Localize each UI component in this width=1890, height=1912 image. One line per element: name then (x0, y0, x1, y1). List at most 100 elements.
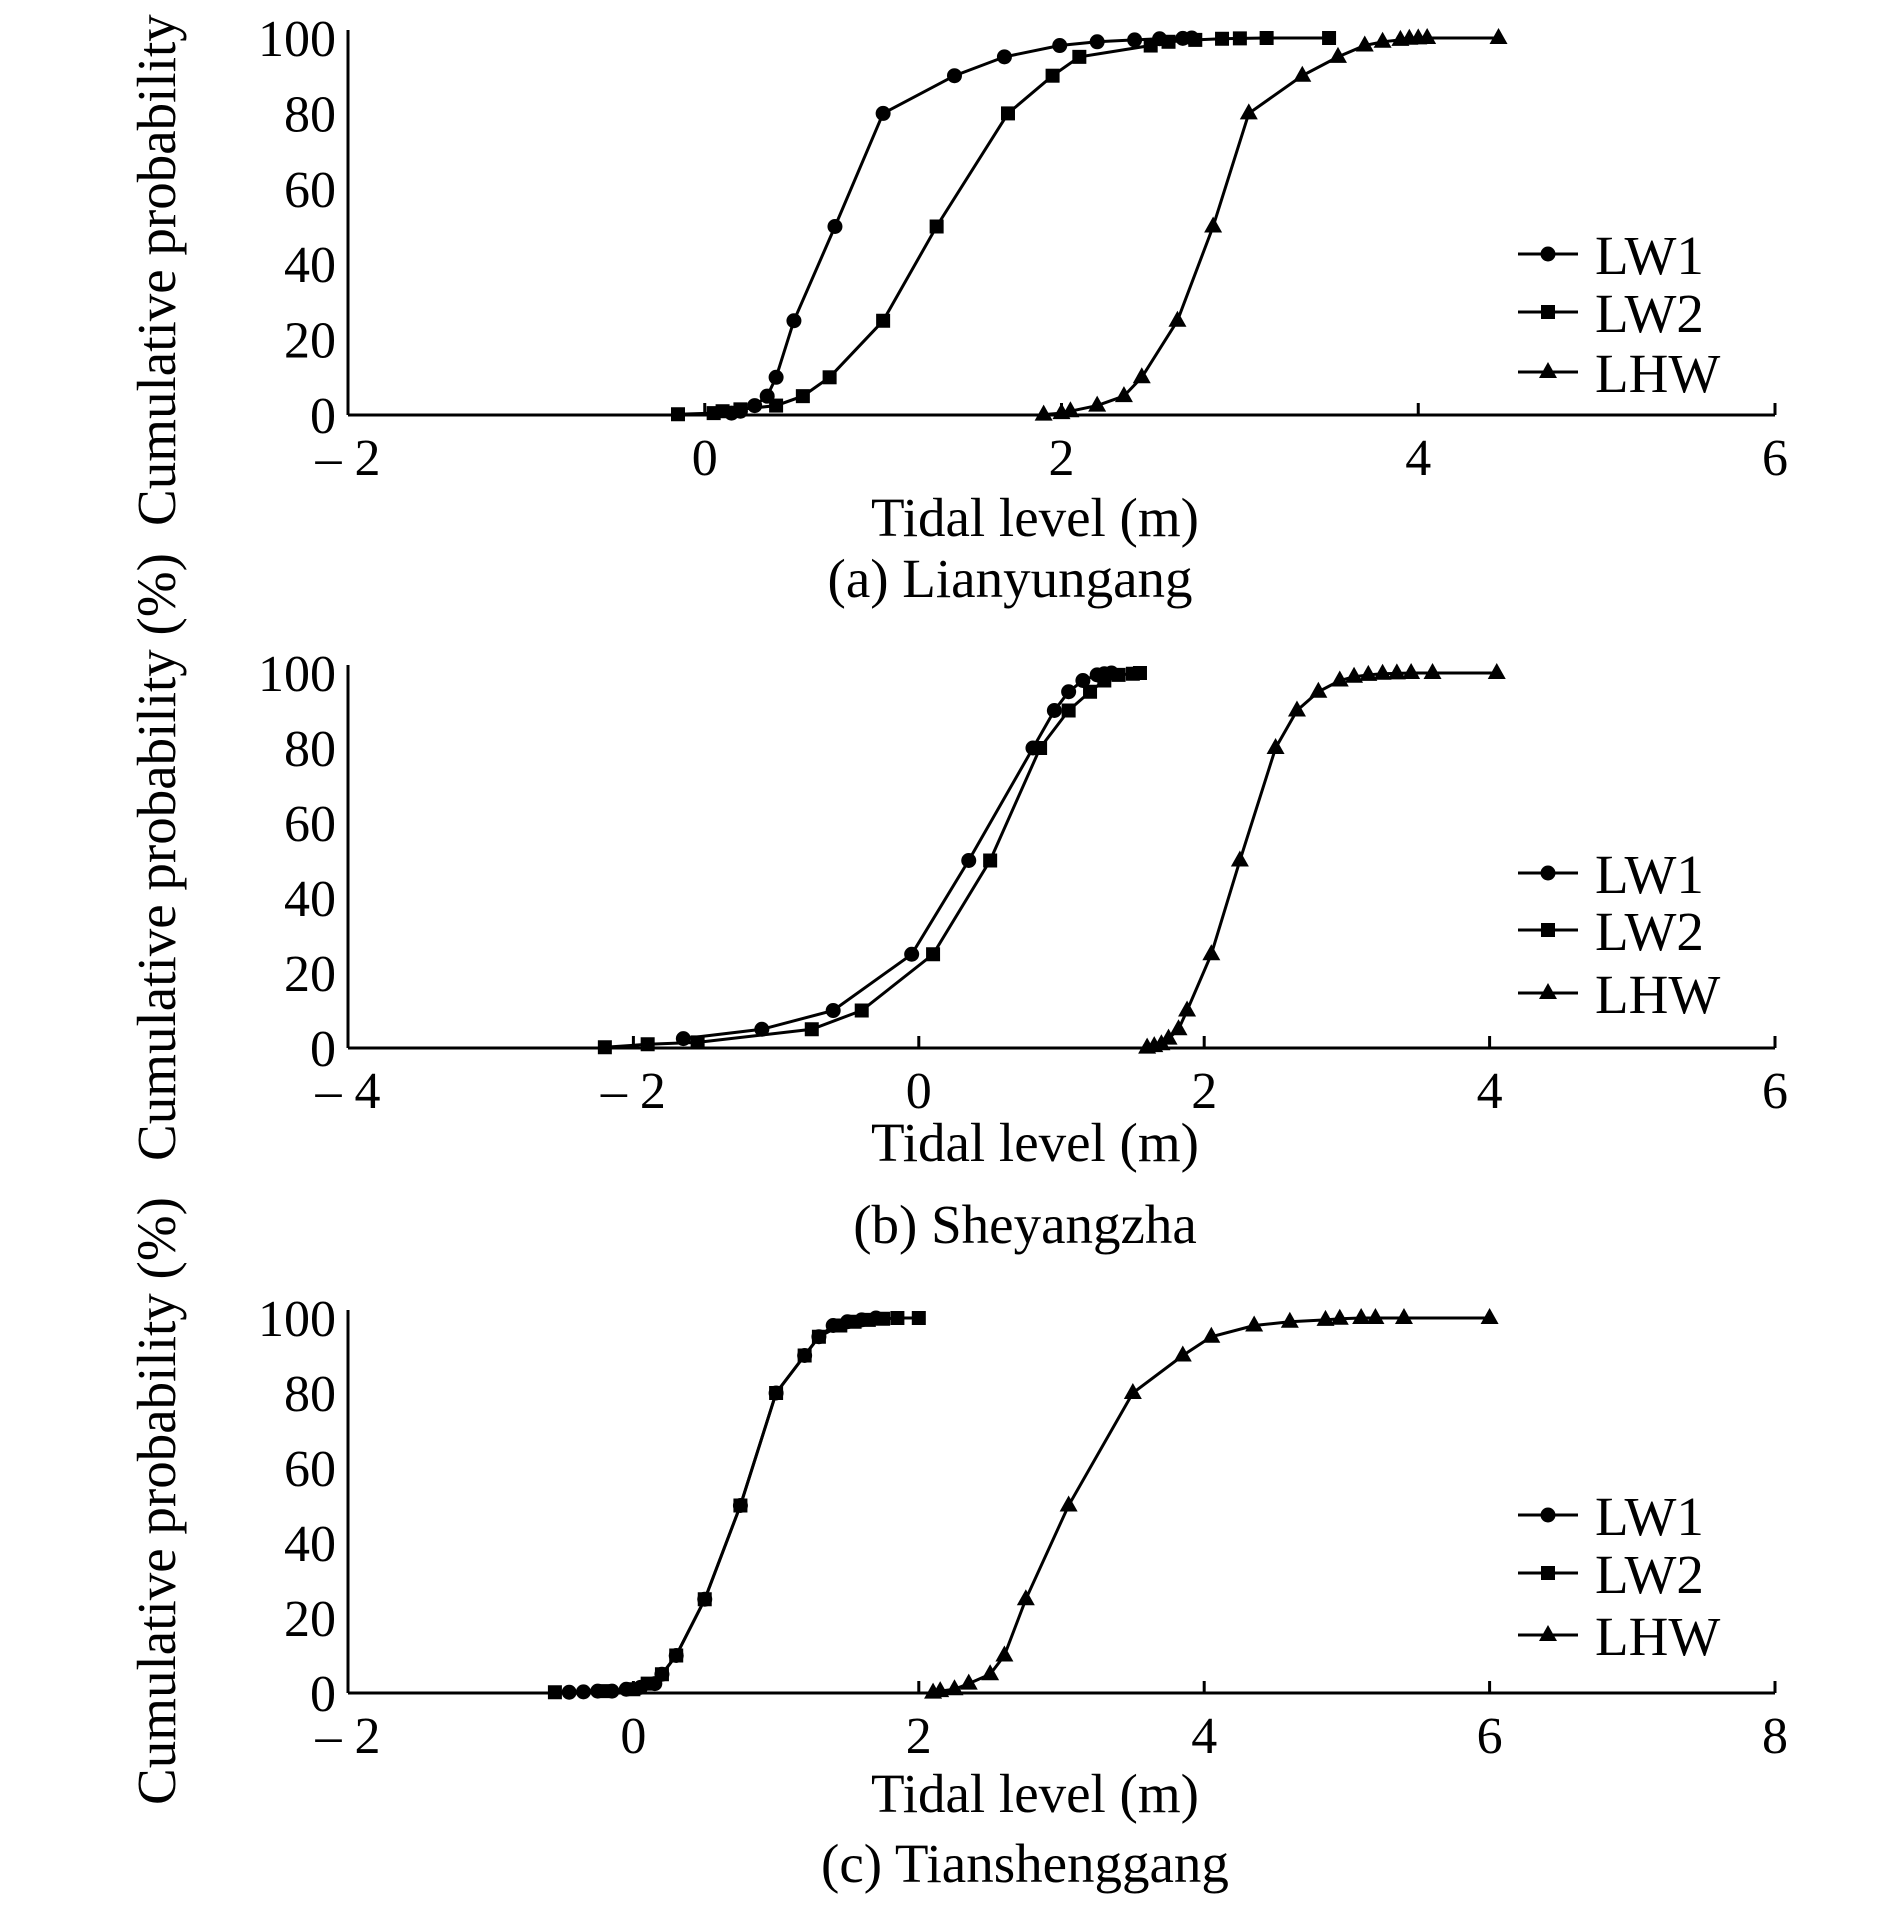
panel-a-lhw-point (1061, 401, 1080, 418)
panel-c-x-tick-label: 2 (906, 1708, 932, 1765)
panel-a-lhw-point (1328, 46, 1347, 63)
panel-a-lw2-point (1045, 68, 1060, 83)
panel-c-lhw-point (1316, 1309, 1335, 1326)
panel-a-y-tick-label: 100 (258, 11, 336, 68)
panel-c-lhw-point (945, 1679, 964, 1696)
panel-b-lw2-point (690, 1035, 705, 1050)
panel-a-series-lhw-line (1043, 36, 1499, 417)
panel-c-x-axis-title: Tidal level (m) (871, 1763, 1199, 1824)
panel-c-y-tick-label: 20 (284, 1591, 336, 1648)
legend-circle-marker (1540, 246, 1556, 262)
panel-a-lw2-point (1259, 31, 1274, 45)
legend-triangle-marker (1539, 983, 1557, 999)
panel-a-series-lw2-line (677, 36, 1330, 416)
panel-c-lhw-point (1016, 1589, 1035, 1606)
panel-a-lw1-point (747, 398, 763, 414)
panel-a-lw1-point (786, 313, 802, 329)
panel-a-caption: (a) Lianyungang (828, 548, 1193, 609)
panel-b-lw1-point (825, 1003, 841, 1018)
panel-a-x-tick-label: – 2 (315, 430, 381, 487)
panel-c-caption: (c) Tianshenggang (821, 1833, 1229, 1894)
panel-a-lhw-point (1088, 395, 1107, 412)
panel-b-legend-item-lhw: LHW (1518, 964, 1720, 1025)
panel-b-y-axis-title: Cumulative probability (%) (126, 553, 187, 1161)
panel-c-legend-item-lhw: LHW (1518, 1606, 1720, 1667)
panel-a-lw2-point (929, 219, 944, 234)
panel-c-y-tick-label: 40 (284, 1516, 336, 1573)
panel-b-series-lhw-line (1146, 671, 1497, 1050)
panel-b-lhw-point (1373, 663, 1392, 680)
panel-b-lw2-point (854, 1003, 869, 1018)
panel-b-lw2-point (1033, 741, 1048, 755)
legend-label: LW2 (1595, 283, 1704, 344)
panel-b-lw1-point (1075, 673, 1091, 688)
panel-b-x-tick-label: 6 (1762, 1063, 1788, 1120)
panel-a-x-axis-title: Tidal level (m) (871, 487, 1199, 548)
legend-label: LW1 (1595, 225, 1704, 286)
panel-a-lhw-point (1293, 65, 1312, 82)
panel-c-lhw-point (1245, 1315, 1264, 1332)
panel-a-lw1-point (946, 68, 962, 84)
panel-a-lw1-point (827, 219, 843, 234)
legend-label: LHW (1595, 1606, 1720, 1667)
panel-b-lw2-point (1111, 667, 1126, 682)
panel-b-y-tick-label: 0 (310, 1021, 336, 1078)
panel-c-series (547, 1308, 1499, 1700)
panel-c-lhw-point (1059, 1495, 1078, 1512)
panel-a-lw2-point (1322, 31, 1337, 45)
panel-c-lhw-point (1480, 1308, 1499, 1324)
panel-c-series-lhw-line (932, 1316, 1490, 1695)
panel-b-lhw-point (1345, 666, 1364, 683)
panel-c-lw2-point (733, 1498, 748, 1513)
panel-c-lhw-point (1352, 1308, 1371, 1324)
panel-b-lw2-point (1097, 673, 1112, 688)
panel-c-x-tick-label: 4 (1191, 1708, 1217, 1765)
panel-a-y-axis-title: Cumulative probability (%) (126, 0, 187, 526)
panel-a-lw2-point (795, 389, 810, 404)
panel-b-lw1-point (1061, 684, 1077, 700)
panel-b-series-lw2-line (604, 671, 1141, 1049)
panel-b-lhw-point (1402, 663, 1421, 679)
panel-b-x-tick-label: – 4 (315, 1063, 381, 1120)
panel-b-lhw-point (1202, 944, 1221, 961)
legend-label: LW2 (1595, 1544, 1704, 1605)
panel-b-legend-item-lw1: LW1 (1518, 844, 1704, 905)
panel-a-y-tick-label: 80 (284, 86, 336, 143)
panel-a-lhw-point (1239, 103, 1258, 120)
panel-c-lw2-point (697, 1592, 712, 1607)
panel-b-lhw-point (1487, 663, 1506, 679)
panel-b-y-tick-label: 100 (258, 646, 336, 703)
legend-square-marker (1541, 923, 1555, 937)
panel-b-lhw-point (1178, 1000, 1197, 1017)
panel-a-lw1-point (768, 369, 784, 385)
panel-b-lhw-point (1387, 663, 1406, 680)
panel-b-y-tick-label: 60 (284, 796, 336, 853)
legend-label: LHW (1595, 964, 1720, 1025)
legend-label: LW2 (1595, 901, 1704, 962)
panel-a-lhw-point (1168, 310, 1187, 327)
panel-b-lhw-point (1330, 670, 1349, 687)
panel-c-lw2-point (890, 1311, 905, 1325)
panel-c-lw2-point (847, 1314, 862, 1329)
panel-b-caption: (b) Sheyangzha (853, 1194, 1197, 1255)
legend-circle-marker (1540, 865, 1556, 881)
panel-a-lw2-point (1215, 31, 1230, 46)
legend-label: LHW (1595, 343, 1720, 404)
panel-c-x-tick-label: – 2 (315, 1708, 381, 1765)
panel-a-legend-item-lw2: LW2 (1518, 283, 1704, 344)
panel-a-lw2-point (1232, 31, 1247, 46)
panel-c-lhw-point (1394, 1308, 1413, 1324)
panel-c-y-axis-title: Cumulative probability (%) (126, 1197, 187, 1805)
panel-c-y-tick-label: 80 (284, 1366, 336, 1423)
panel-a-x-tick-label: 4 (1405, 430, 1431, 487)
panel-c-lw2-point (669, 1648, 684, 1663)
panel-a-lhw-point (1132, 367, 1151, 384)
panel-b-lhw-point (1169, 1019, 1188, 1036)
panel-c-lw2-point (640, 1676, 655, 1691)
panel-a-lw2-point (1188, 32, 1203, 47)
panel-a-lhw-point (1204, 216, 1223, 233)
panel-a-legend-item-lhw: LHW (1518, 343, 1720, 404)
